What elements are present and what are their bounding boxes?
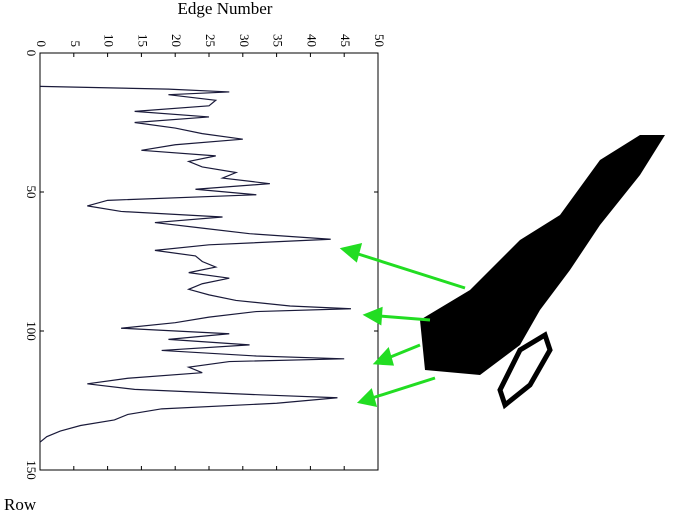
x-tick-label: 50 xyxy=(24,186,39,199)
axis-title: Edge Number xyxy=(178,0,273,18)
y-tick-label: 45 xyxy=(338,34,353,47)
y-tick-label: 10 xyxy=(102,34,117,47)
y-tick-label: 25 xyxy=(203,34,218,47)
axis-title: Row xyxy=(4,495,37,514)
chart: Edge Number Row 0 5 10 15 20 25 30 35 40 45 50 0 50 1… xyxy=(0,0,682,518)
y-tick-label: 40 xyxy=(304,34,319,47)
plot-frame xyxy=(40,53,378,470)
y-tick-label: 35 xyxy=(271,34,286,47)
y-tick-label: 50 xyxy=(372,34,387,47)
x-tick-label: 150 xyxy=(24,460,39,480)
page: {"chart_data": {"type": "line", "y_label… xyxy=(0,0,682,518)
y-tick-label: 0 xyxy=(34,41,49,48)
car-image xyxy=(420,135,665,405)
y-tick-label: 20 xyxy=(169,34,184,47)
x-tick-label: 0 xyxy=(24,50,39,57)
y-tick-label: 15 xyxy=(135,34,150,47)
data-line xyxy=(40,86,351,442)
y-tick-label: 5 xyxy=(68,41,83,48)
y-tick-label: 30 xyxy=(237,34,252,47)
x-tick-label: 100 xyxy=(24,321,39,341)
